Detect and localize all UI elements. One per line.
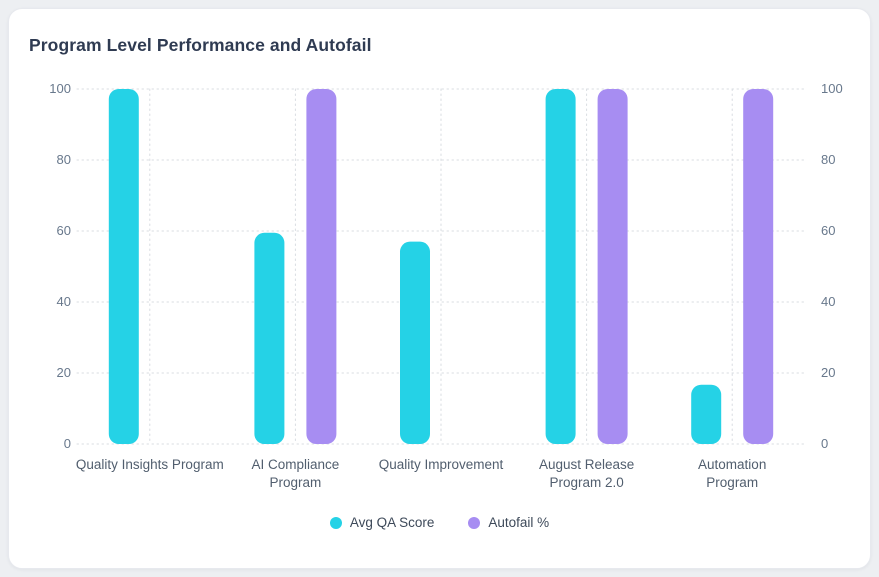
y-axis-tick-label-left: 0 xyxy=(63,436,71,451)
legend-item-autofail-[interactable]: Autofail % xyxy=(468,515,549,530)
y-axis-tick-label-right: 20 xyxy=(821,365,836,380)
x-axis-category-label: August Release Program 2.0 xyxy=(538,457,635,490)
legend-marker-icon xyxy=(329,516,342,529)
y-axis-tick-label-right: 40 xyxy=(821,294,836,309)
chart-legend: Avg QA Score Autofail % xyxy=(9,515,870,530)
legend-marker-icon xyxy=(468,516,481,529)
x-axis-category-label: AI Compliance Program xyxy=(251,457,340,490)
y-axis-tick-label-right: 0 xyxy=(821,436,829,451)
bar-avg-qa-score-automation-program[interactable] xyxy=(691,384,722,444)
bar-autofail--august-release-program-2-0[interactable] xyxy=(597,89,628,444)
bar-chart-plot-area xyxy=(76,88,806,445)
bar-autofail--ai-compliance-program[interactable] xyxy=(306,89,337,444)
x-axis-category-label: Automation Program xyxy=(698,457,767,490)
legend-label: Autofail % xyxy=(488,515,550,530)
y-axis-tick-label-right: 100 xyxy=(821,81,843,96)
y-axis-tick-label-right: 80 xyxy=(821,152,836,167)
legend-item-avg-qa-score[interactable]: Avg QA Score xyxy=(329,515,435,530)
bar-autofail--automation-program[interactable] xyxy=(743,89,774,444)
y-axis-tick-label-left: 100 xyxy=(49,81,71,96)
legend-label: Avg QA Score xyxy=(349,515,435,530)
chart-card: Program Level Performance and Autofail 0… xyxy=(8,8,871,569)
y-axis-tick-label-left: 60 xyxy=(56,223,71,238)
x-axis-category-label: Quality Insights Program xyxy=(75,457,224,472)
x-axis-category-label: Quality Improvement xyxy=(378,457,504,472)
chart-title: Program Level Performance and Autofail xyxy=(29,35,372,55)
bar-avg-qa-score-august-release-program-2-0[interactable] xyxy=(545,89,576,444)
bar-avg-qa-score-quality-improvement[interactable] xyxy=(400,241,430,444)
y-axis-tick-label-left: 80 xyxy=(56,152,71,167)
bar-avg-qa-score-quality-insights-program[interactable] xyxy=(108,89,139,444)
y-axis-tick-label-left: 20 xyxy=(56,365,71,380)
y-axis-tick-label-right: 60 xyxy=(821,223,836,238)
bar-avg-qa-score-ai-compliance-program[interactable] xyxy=(254,232,285,444)
y-axis-tick-label-left: 40 xyxy=(56,294,71,309)
